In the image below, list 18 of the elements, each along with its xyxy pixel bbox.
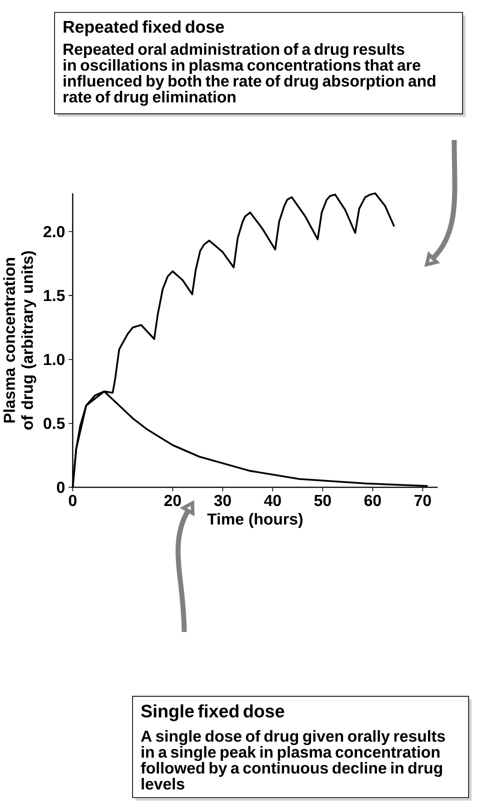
y-tick-label: 0 bbox=[56, 482, 64, 493]
y-tick-label: 0.5 bbox=[44, 418, 65, 430]
y-tick-label: 1.0 bbox=[44, 354, 64, 366]
x-axis-title: Time (hours) bbox=[207, 512, 302, 528]
text: A single dose of drug given orally results in a single peak in plasma concentration followed by a continuous decline in drug levels bbox=[140, 730, 445, 790]
y-axis-title: Plasma concentration of drug (arbitrary units) bbox=[3, 251, 36, 430]
x-tick-label: 20 bbox=[164, 494, 181, 506]
text: Single fixed dose bbox=[141, 704, 284, 722]
x-tick-label: 0 bbox=[68, 494, 76, 506]
y-tick-label: 1.5 bbox=[44, 290, 65, 302]
x-tick-label: 40 bbox=[264, 494, 281, 506]
y-tick-label: 2.0 bbox=[43, 226, 64, 238]
x-tick-label: 30 bbox=[214, 494, 231, 506]
text: Repeated fixed dose bbox=[64, 20, 224, 36]
x-tick-label: 50 bbox=[314, 494, 331, 506]
x-tick-label: 70 bbox=[414, 494, 431, 506]
text: Repeated oral administration of a drug results in oscillations in plasma concentrations that are influenced by both the rate of drug absorption and rate of drug elimination bbox=[64, 43, 436, 106]
x-tick-label: 60 bbox=[364, 494, 381, 506]
